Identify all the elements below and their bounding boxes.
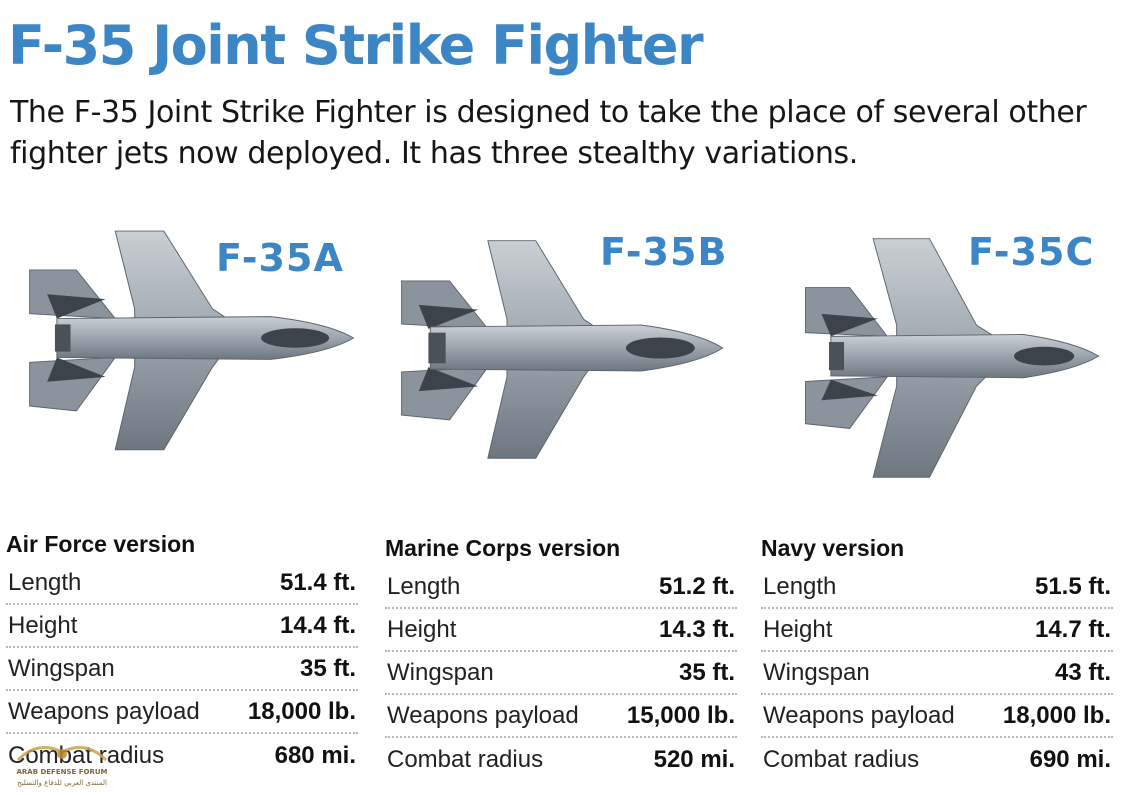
spec-row: Wingspan 43 ft. — [761, 652, 1113, 695]
spec-label: Height — [387, 615, 457, 643]
spec-row: Combat radius 520 mi. — [385, 738, 737, 781]
spec-row: Wingspan 35 ft. — [6, 648, 358, 691]
spec-value: 680 mi. — [274, 741, 356, 769]
spec-table-f35b: Marine Corps version Length 51.2 ft. Hei… — [385, 534, 737, 781]
spec-value: 35 ft. — [678, 658, 735, 686]
spec-label: Weapons payload — [8, 697, 200, 725]
spec-row: Height 14.3 ft. — [385, 609, 737, 652]
spec-heading: Navy version — [761, 535, 905, 561]
spec-label: Combat radius — [763, 745, 920, 773]
spec-label: Length — [8, 568, 82, 596]
intro-text: The F-35 Joint Strike Fighter is designe… — [10, 95, 1087, 171]
spec-table-f35c: Navy version Length 51.5 ft. Height 14.7… — [761, 534, 1113, 781]
jet-shape — [29, 230, 355, 451]
spec-value: 15,000 lb. — [626, 701, 735, 729]
spec-heading: Air Force version — [6, 531, 196, 557]
spec-row: Combat radius 680 mi. — [6, 734, 358, 777]
f35b-jet-image — [392, 228, 737, 468]
spec-row: Height 14.7 ft. — [761, 609, 1113, 652]
jet-shape — [805, 238, 1100, 478]
spec-row: Length 51.5 ft. — [761, 566, 1113, 609]
jet-shape — [401, 240, 724, 459]
spec-label: Height — [8, 611, 78, 639]
spec-value: 51.5 ft. — [1034, 572, 1111, 600]
spec-value: 51.4 ft. — [279, 568, 356, 596]
spec-label: Weapons payload — [763, 701, 955, 729]
spec-row: Length 51.2 ft. — [385, 566, 737, 609]
spec-heading: Marine Corps version — [385, 535, 621, 561]
forum-watermark-logo: ARAB DEFENSE FORUM المنتدى العربي للدفاع… — [8, 738, 116, 792]
spec-row: Combat radius 690 mi. — [761, 738, 1113, 781]
spec-label: Combat radius — [8, 741, 165, 769]
spec-value: 18,000 lb. — [247, 697, 356, 725]
f35b-label: F-35B — [600, 230, 728, 274]
spec-label: Wingspan — [8, 654, 115, 682]
page-title: F-35 Joint Strike Fighter — [8, 14, 704, 77]
spec-label: Length — [387, 572, 461, 600]
spec-value: 35 ft. — [299, 654, 356, 682]
watermark-line1: ARAB DEFENSE FORUM — [16, 768, 108, 776]
spec-label: Wingspan — [763, 658, 870, 686]
watermark-emblem-icon — [16, 746, 108, 762]
spec-value: 18,000 lb. — [1002, 701, 1111, 729]
spec-value: 14.4 ft. — [279, 611, 356, 639]
watermark-line2: المنتدى العربي للدفاع والتسليح — [17, 779, 107, 787]
spec-label: Combat radius — [387, 745, 544, 773]
spec-value: 14.7 ft. — [1034, 615, 1111, 643]
spec-row: Height 14.4 ft. — [6, 605, 358, 648]
spec-label: Height — [763, 615, 833, 643]
spec-value: 43 ft. — [1054, 658, 1111, 686]
f35a-jet-image — [18, 218, 368, 458]
f35c-jet-image — [798, 228, 1108, 488]
spec-row: Wingspan 35 ft. — [385, 652, 737, 695]
spec-table-f35a: Air Force version Length 51.4 ft. Height… — [6, 530, 358, 777]
spec-label: Length — [763, 572, 837, 600]
f35a-label: F-35A — [216, 236, 344, 280]
spec-value: 520 mi. — [653, 745, 735, 773]
spec-value: 51.2 ft. — [658, 572, 735, 600]
spec-row: Length 51.4 ft. — [6, 562, 358, 605]
spec-row: Weapons payload 15,000 lb. — [385, 695, 737, 738]
f35c-label: F-35C — [968, 230, 1095, 274]
spec-value: 14.3 ft. — [658, 615, 735, 643]
spec-value: 690 mi. — [1029, 745, 1111, 773]
spec-row: Weapons payload 18,000 lb. — [6, 691, 358, 734]
spec-label: Weapons payload — [387, 701, 579, 729]
spec-row: Weapons payload 18,000 lb. — [761, 695, 1113, 738]
spec-label: Wingspan — [387, 658, 494, 686]
